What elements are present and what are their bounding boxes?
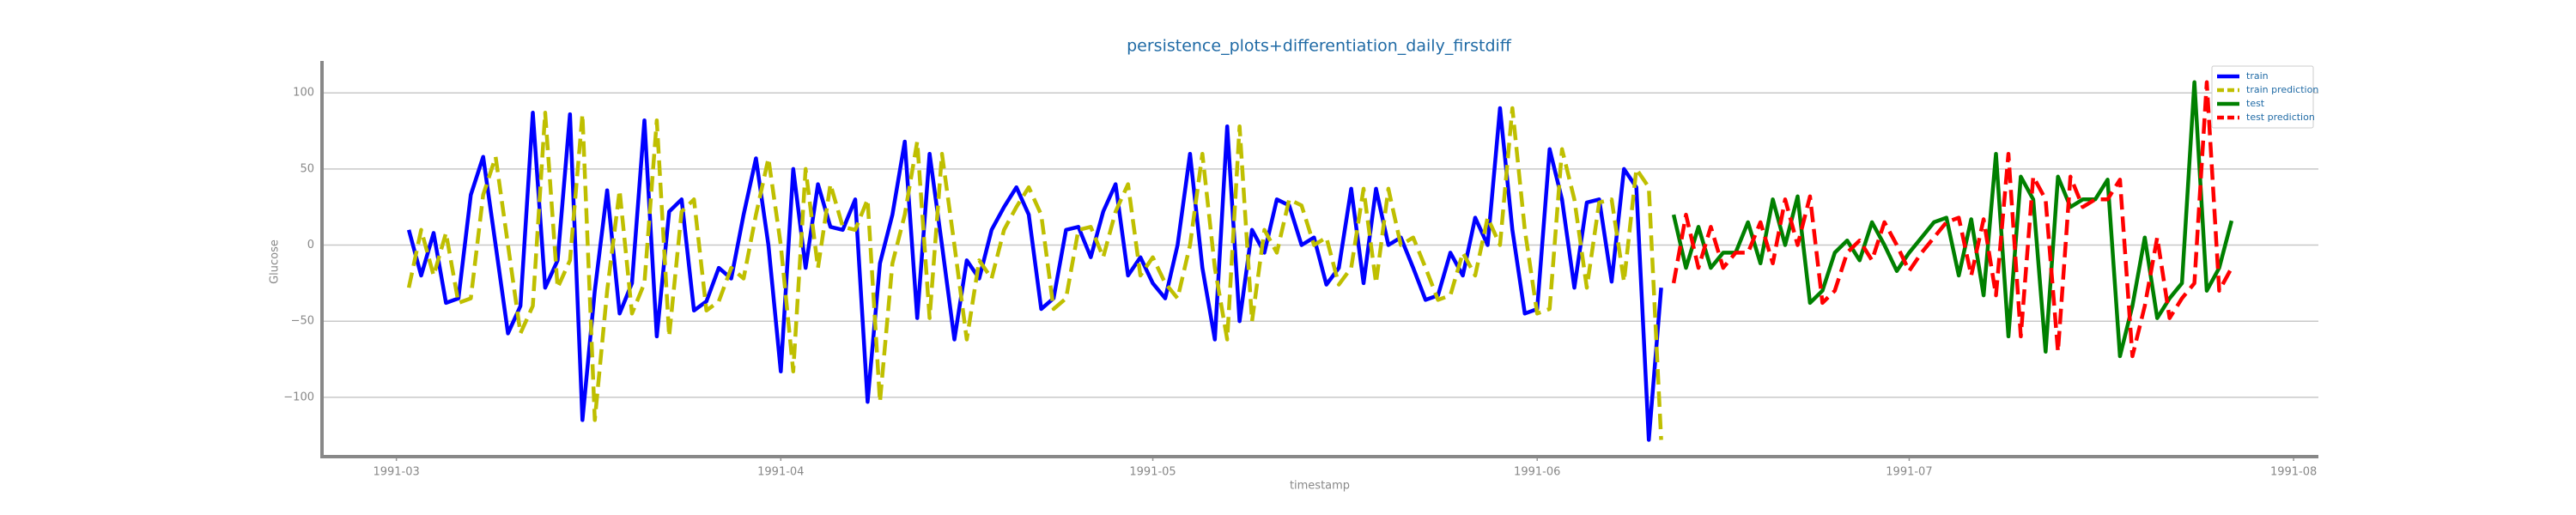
y-tick-label: 100 (293, 87, 314, 100)
y-tick-label: 50 (300, 162, 314, 175)
series-line (406, 106, 1663, 442)
legend-label: test prediction (2246, 112, 2315, 123)
y-tick-label: 0 (307, 239, 314, 251)
x-tick-label: 1991-07 (1886, 466, 1932, 479)
legend-label: train prediction (2246, 84, 2318, 95)
x-tick-label: 1991-06 (1514, 466, 1560, 479)
chart-title: persistence_plots+differentiation_daily_… (1127, 37, 1512, 56)
y-tick-label: −50 (291, 315, 314, 328)
series-line (1671, 80, 2233, 359)
series-line (406, 106, 1663, 440)
x-axis-label: timestamp (1290, 480, 1350, 493)
y-tick-label: −100 (283, 391, 314, 403)
x-tick-label: 1991-03 (373, 466, 419, 479)
legend-label: train (2246, 70, 2269, 82)
x-tick-label: 1991-04 (757, 466, 804, 479)
legend: train train prediction test test prediction (2211, 65, 2318, 129)
x-tick-label: 1991-08 (2270, 466, 2317, 479)
y-axis-label: Glucose (269, 239, 282, 284)
legend-label: test (2246, 98, 2265, 109)
x-tick-label: 1991-05 (1129, 466, 1176, 479)
series-line (1671, 80, 2234, 359)
legend-box (2211, 65, 2314, 129)
